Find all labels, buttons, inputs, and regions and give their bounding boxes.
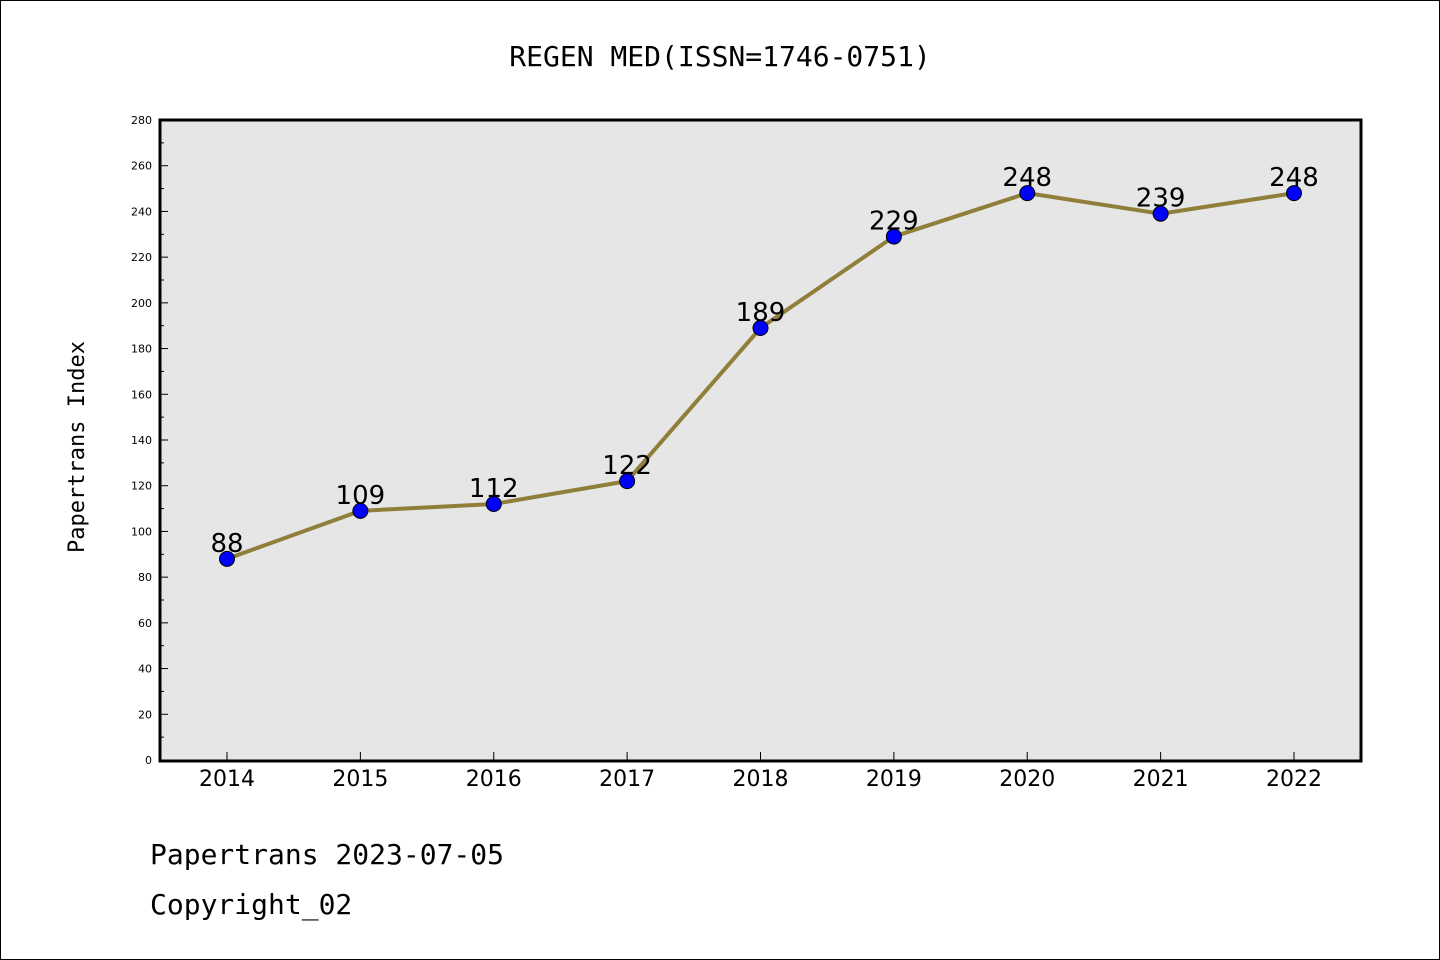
y-axis: 0 20 40 60 80 100 120 140 160 180 200 220 240 260 280 xyxy=(131,114,168,767)
y-tick-label: 100 xyxy=(131,525,152,538)
x-tick-label: 2022 xyxy=(1266,767,1322,792)
x-tick-label: 2018 xyxy=(733,767,789,792)
y-tick-label: 160 xyxy=(131,388,152,401)
y-tick-label: 140 xyxy=(131,434,152,447)
y-tick-label: 0 xyxy=(145,754,152,767)
x-axis: 2014 2015 2016 2017 2018 2019 2020 2021 2022 xyxy=(199,752,1322,792)
x-tick-label: 2014 xyxy=(199,767,255,792)
data-point xyxy=(1019,185,1036,202)
data-point xyxy=(352,502,369,519)
footer-date: Papertrans 2023-07-05 xyxy=(150,838,504,871)
chart-title: REGEN MED(ISSN=1746-0751) xyxy=(509,40,930,73)
y-tick-label: 280 xyxy=(131,114,152,127)
y-tick-label: 20 xyxy=(138,708,152,721)
y-tick-label: 220 xyxy=(131,251,152,264)
x-tick-label: 2020 xyxy=(999,767,1055,792)
data-point xyxy=(1286,185,1302,202)
plot-area xyxy=(158,118,1363,763)
data-point xyxy=(752,320,769,336)
y-axis-label: Papertrans Index xyxy=(65,341,90,553)
y-tick-label: 60 xyxy=(138,617,152,630)
y-tick-label: 200 xyxy=(131,297,152,310)
x-tick-label: 2015 xyxy=(332,767,388,792)
y-tick-label: 80 xyxy=(138,571,152,584)
x-tick-label: 2017 xyxy=(599,767,655,792)
y-tick-label: 180 xyxy=(131,343,152,356)
data-points xyxy=(219,185,1302,567)
x-tick-label: 2019 xyxy=(866,767,922,792)
data-point xyxy=(1152,205,1169,222)
y-tick-label: 40 xyxy=(138,663,152,676)
data-point xyxy=(885,228,902,245)
x-tick-label: 2021 xyxy=(1133,767,1189,792)
y-tick-label: 120 xyxy=(131,480,152,493)
data-point xyxy=(619,473,636,490)
y-tick-label: 260 xyxy=(131,160,152,173)
data-point xyxy=(219,550,235,567)
y-tick-label: 240 xyxy=(131,205,152,218)
data-point xyxy=(485,496,502,512)
x-tick-label: 2016 xyxy=(466,767,522,792)
footer-copyright: Copyright_02 xyxy=(150,888,352,922)
